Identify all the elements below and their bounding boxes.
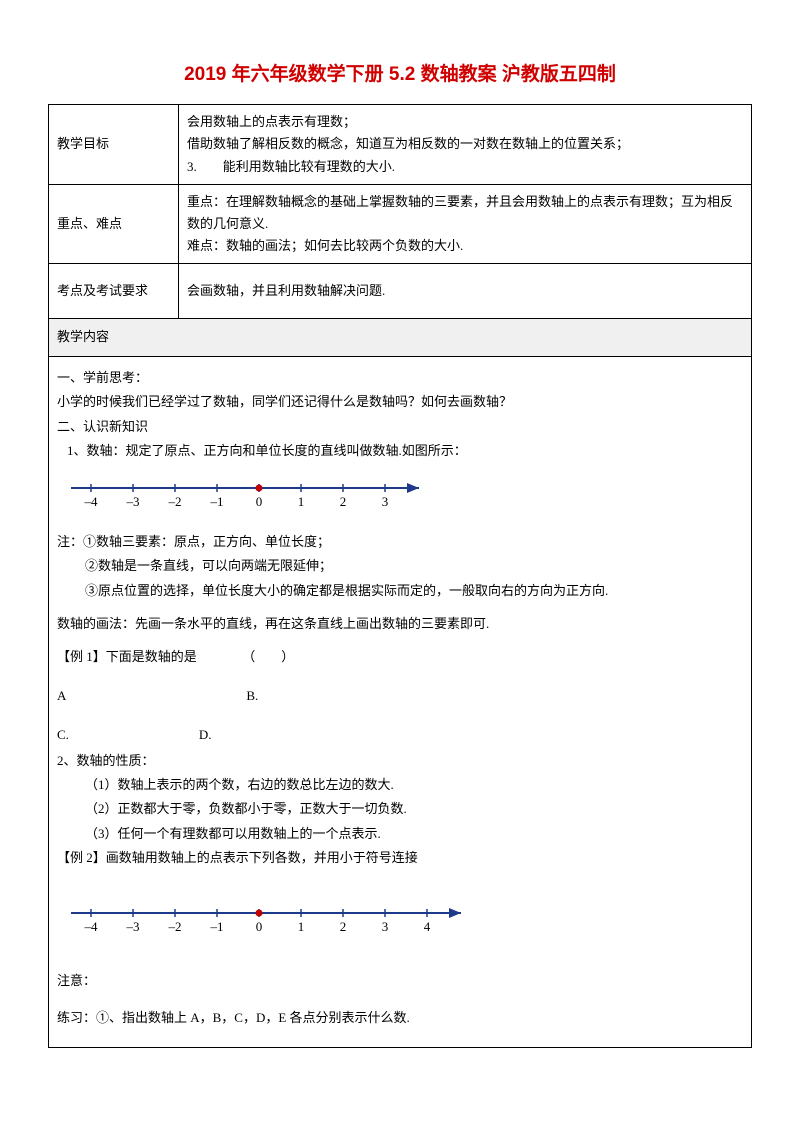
text-line: 小学的时候我们已经学过了数轴，同学们还记得什么是数轴吗？如何去画数轴？ [57,390,743,413]
meta-label: 教学目标 [49,105,179,184]
section-header: 教学内容 [48,319,752,357]
svg-text:2: 2 [340,494,347,509]
text-line: 数轴的画法：先画一条水平的直线，再在这条直线上画出数轴的三要素即可. [57,612,743,635]
meta-label: 重点、难点 [49,184,179,263]
svg-text:–4: –4 [84,494,99,509]
svg-text:–3: –3 [126,919,140,934]
text-line: 【例 2】画数轴用数轴上的点表示下列各数，并用小于符号连接 [57,846,743,869]
table-row: 考点及考试要求 会画数轴，并且利用数轴解决问题. [49,263,752,318]
option-b: B. [246,684,258,707]
text-line: 注：①数轴三要素：原点，正方向、单位长度； [57,530,743,553]
text-line: 1、数轴：规定了原点、正方向和单位长度的直线叫做数轴.如图所示： [57,439,743,462]
meta-label: 考点及考试要求 [49,263,179,318]
meta-value: 重点：在理解数轴概念的基础上掌握数轴的三要素，并且会用数轴上的点表示有理数；互为… [179,184,752,263]
number-line-2: –4 –3 –2 –1 0 1 2 3 4 [71,897,743,944]
number-line-svg: –4 –3 –2 –1 0 1 2 3 [71,472,435,512]
number-line-svg: –4 –3 –2 –1 0 1 2 3 4 [71,897,477,937]
svg-text:–3: –3 [126,494,140,509]
option-a: A [57,684,66,707]
text-line: 练习：①、指出数轴上 A，B，C，D，E 各点分别表示什么数. [57,1006,743,1029]
meta-value: 会用数轴上的点表示有理数；借助数轴了解相反数的概念，知道互为相反数的一对数在数轴… [179,105,752,184]
text-line: 二、认识新知识 [57,415,743,438]
text-line: 【例 1】下面是数轴的是 （ ） [57,645,743,668]
svg-text:2: 2 [340,919,347,934]
table-row: 教学目标 会用数轴上的点表示有理数；借助数轴了解相反数的概念，知道互为相反数的一… [49,105,752,184]
option-c: C. [57,723,69,746]
svg-text:3: 3 [382,919,389,934]
svg-text:1: 1 [298,494,305,509]
svg-text:–1: –1 [210,494,224,509]
text-line: （3）任何一个有理数都可以用数轴上的一个点表示. [57,822,743,845]
table-row: 重点、难点 重点：在理解数轴概念的基础上掌握数轴的三要素，并且会用数轴上的点表示… [49,184,752,263]
svg-text:–2: –2 [168,919,182,934]
text-line: （1）数轴上表示的两个数，右边的数总比左边的数大. [57,773,743,796]
text-line: 注意： [57,969,743,992]
text-line: （2）正数都大于零，负数都小于零，正数大于一切负数. [57,797,743,820]
text-line: 2、数轴的性质： [57,749,743,772]
number-line-1: –4 –3 –2 –1 0 1 2 3 [71,472,743,519]
svg-text:4: 4 [424,919,431,934]
option-d: D. [199,723,212,746]
svg-text:–4: –4 [84,919,99,934]
text-line: ③原点位置的选择，单位长度大小的确定都是根据实际而定的，一般取向右的方向为正方向… [57,579,743,602]
text-line: 一、学前思考： [57,366,743,389]
svg-text:–2: –2 [168,494,182,509]
svg-text:0: 0 [256,919,263,934]
svg-text:1: 1 [298,919,305,934]
text-line: ②数轴是一条直线，可以向两端无限延伸； [57,554,743,577]
page-title: 2019 年六年级数学下册 5.2 数轴教案 沪教版五四制 [48,60,752,90]
lesson-content: 一、学前思考： 小学的时候我们已经学过了数轴，同学们还记得什么是数轴吗？如何去画… [48,357,752,1048]
svg-text:0: 0 [256,494,263,509]
svg-text:3: 3 [382,494,389,509]
meta-table: 教学目标 会用数轴上的点表示有理数；借助数轴了解相反数的概念，知道互为相反数的一… [48,104,752,319]
meta-value: 会画数轴，并且利用数轴解决问题. [179,263,752,318]
svg-text:–1: –1 [210,919,224,934]
